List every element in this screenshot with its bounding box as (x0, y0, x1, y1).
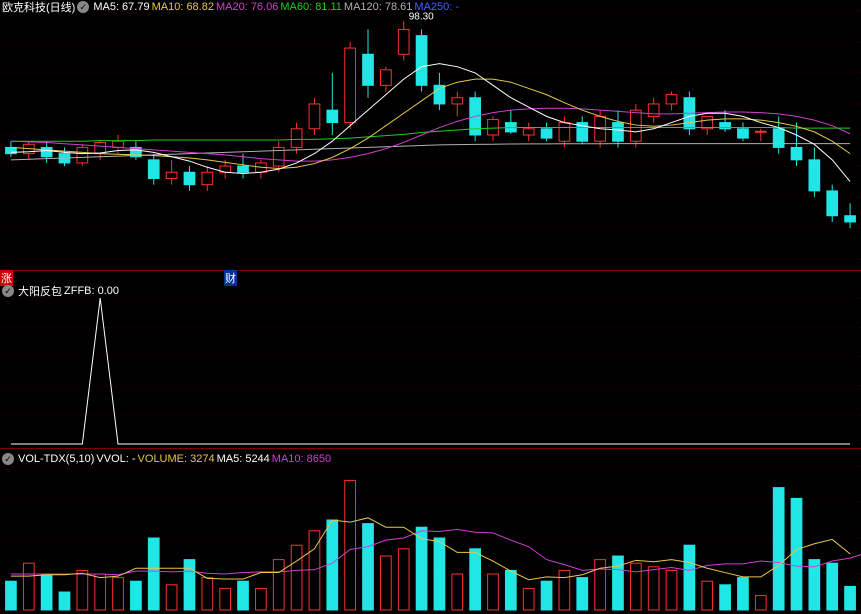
zffb-chart[interactable] (0, 284, 861, 448)
check-icon[interactable]: ✓ (2, 285, 14, 297)
zffb-panel: ✓ 大阳反包 ZFFB: 0.00 (0, 284, 861, 448)
zffb-header: ✓ 大阳反包 ZFFB: 0.00 (0, 284, 861, 298)
check-icon[interactable]: ✓ (2, 453, 14, 465)
vol-label-3: MA10: 8650 (272, 453, 331, 465)
zffb-value: ZFFB: 0.00 (64, 285, 119, 297)
separator-2 (0, 448, 861, 449)
vol-title: VOL-TDX(5,10) (18, 453, 94, 465)
stock-title: 欧克科技(日线) (2, 0, 75, 15)
vol-label-1: VOLUME: 3274 (138, 453, 215, 465)
check-icon[interactable]: ✓ (77, 1, 89, 13)
volume-header: ✓ VOL-TDX(5,10) VVOL: - VOLUME: 3274 MA5:… (0, 452, 861, 466)
vol-label-0: VVOL: - (96, 453, 135, 465)
vol-label-2: MA5: 5244 (217, 453, 270, 465)
ma-label-4: MA120: 78.61 (344, 1, 413, 13)
price-panel: 欧克科技(日线)✓ MA5: 67.79 MA10: 68.82 MA20: 7… (0, 0, 861, 270)
ma-label-5: MA250: - (414, 1, 459, 13)
volume-panel: ✓ VOL-TDX(5,10) VVOL: - VOLUME: 3274 MA5:… (0, 452, 861, 612)
price-header: 欧克科技(日线)✓ MA5: 67.79 MA10: 68.82 MA20: 7… (0, 0, 861, 14)
ma-label-0: MA5: 67.79 (93, 1, 149, 13)
ma-label-2: MA20: 76.06 (216, 1, 278, 13)
ma-label-1: MA10: 68.82 (152, 1, 214, 13)
price-chart[interactable]: 98.30 (0, 0, 861, 270)
volume-chart[interactable] (0, 452, 861, 612)
zffb-title: 大阳反包 (18, 283, 62, 299)
separator-1 (0, 270, 861, 271)
ma-label-3: MA60: 81.11 (280, 1, 342, 13)
